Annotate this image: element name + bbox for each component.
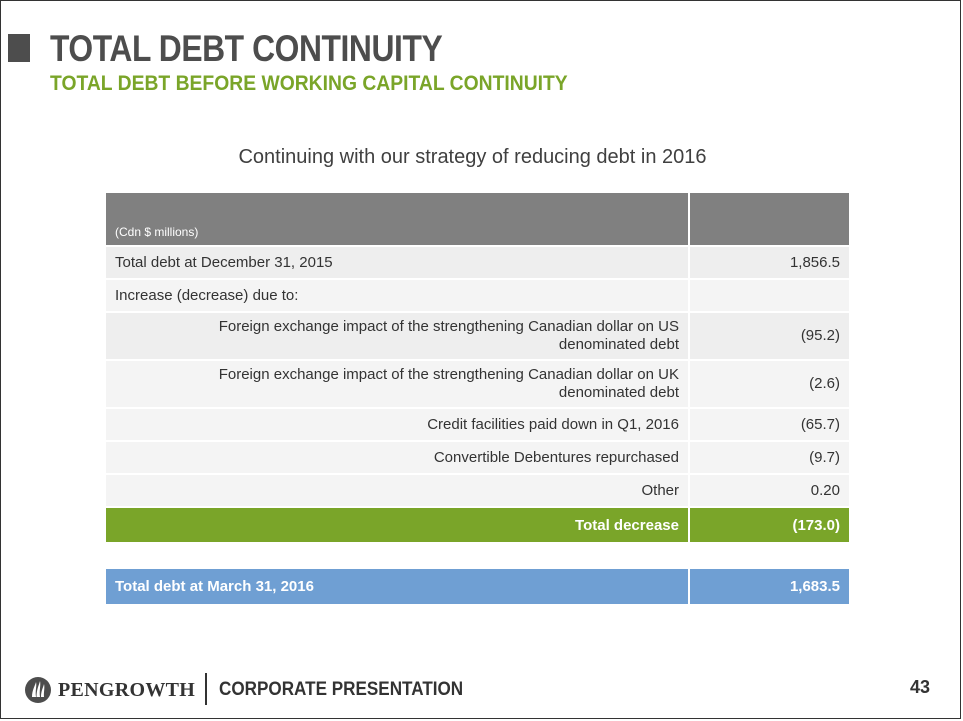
row-value: 0.20 (689, 473, 849, 507)
table-row: Foreign exchange impact of the strengthe… (106, 359, 849, 408)
row-label: Convertible Debentures repurchased (106, 440, 690, 474)
header-value-cell (689, 193, 849, 246)
row-label: Increase (decrease) due to: (106, 278, 690, 312)
row-label: Credit facilities paid down in Q1, 2016 (106, 407, 690, 441)
tagline: Continuing with our strategy of reducing… (238, 146, 707, 168)
row-value: (9.7) (689, 440, 849, 474)
final-label: Total debt at March 31, 2016 (106, 569, 690, 604)
table-row: Other 0.20 (106, 473, 849, 507)
row-label: Total debt at December 31, 2015 (106, 245, 690, 279)
logo-text: PENGROWTH (58, 679, 196, 701)
pengrowth-logo-icon (25, 677, 51, 703)
table-row: Increase (decrease) due to: (106, 278, 849, 312)
title-accent-bar (8, 34, 30, 62)
footer: PENGROWTH CORPORATE PRESENTATION 43 (24, 672, 944, 708)
total-value: (173.0) (689, 506, 849, 542)
table-header-row: (Cdn $ millions) (106, 193, 849, 246)
page-subtitle: TOTAL DEBT BEFORE WORKING CAPITAL CONTIN… (50, 72, 568, 95)
page-number: 43 (909, 677, 930, 697)
row-value: (2.6) (689, 359, 849, 408)
page-title: TOTAL DEBT CONTINUITY (50, 28, 443, 69)
final-value: 1,683.5 (689, 569, 849, 604)
table-row: Foreign exchange impact of the strengthe… (106, 311, 849, 360)
table-row: Total debt at December 31, 2015 1,856.5 (106, 245, 849, 279)
table-row: Credit facilities paid down in Q1, 2016 … (106, 407, 849, 441)
unit-label: (Cdn $ millions) (106, 193, 690, 246)
footer-label: CORPORATE PRESENTATION (219, 679, 464, 700)
row-value (689, 278, 849, 312)
table-row: Convertible Debentures repurchased (9.7) (106, 440, 849, 474)
footer-divider (205, 673, 207, 705)
row-value: (65.7) (689, 407, 849, 441)
row-value: 1,856.5 (689, 245, 849, 279)
debt-continuity-table: (Cdn $ millions) Total debt at December … (106, 193, 849, 604)
table-spacer (106, 542, 849, 569)
row-value: (95.2) (689, 311, 849, 360)
row-label: Foreign exchange impact of the strengthe… (106, 311, 690, 360)
row-label: Foreign exchange impact of the strengthe… (106, 359, 690, 408)
total-label: Total decrease (106, 506, 690, 542)
final-total-row: Total debt at March 31, 2016 1,683.5 (106, 569, 849, 604)
total-decrease-row: Total decrease (173.0) (106, 506, 849, 542)
row-label: Other (106, 473, 690, 507)
